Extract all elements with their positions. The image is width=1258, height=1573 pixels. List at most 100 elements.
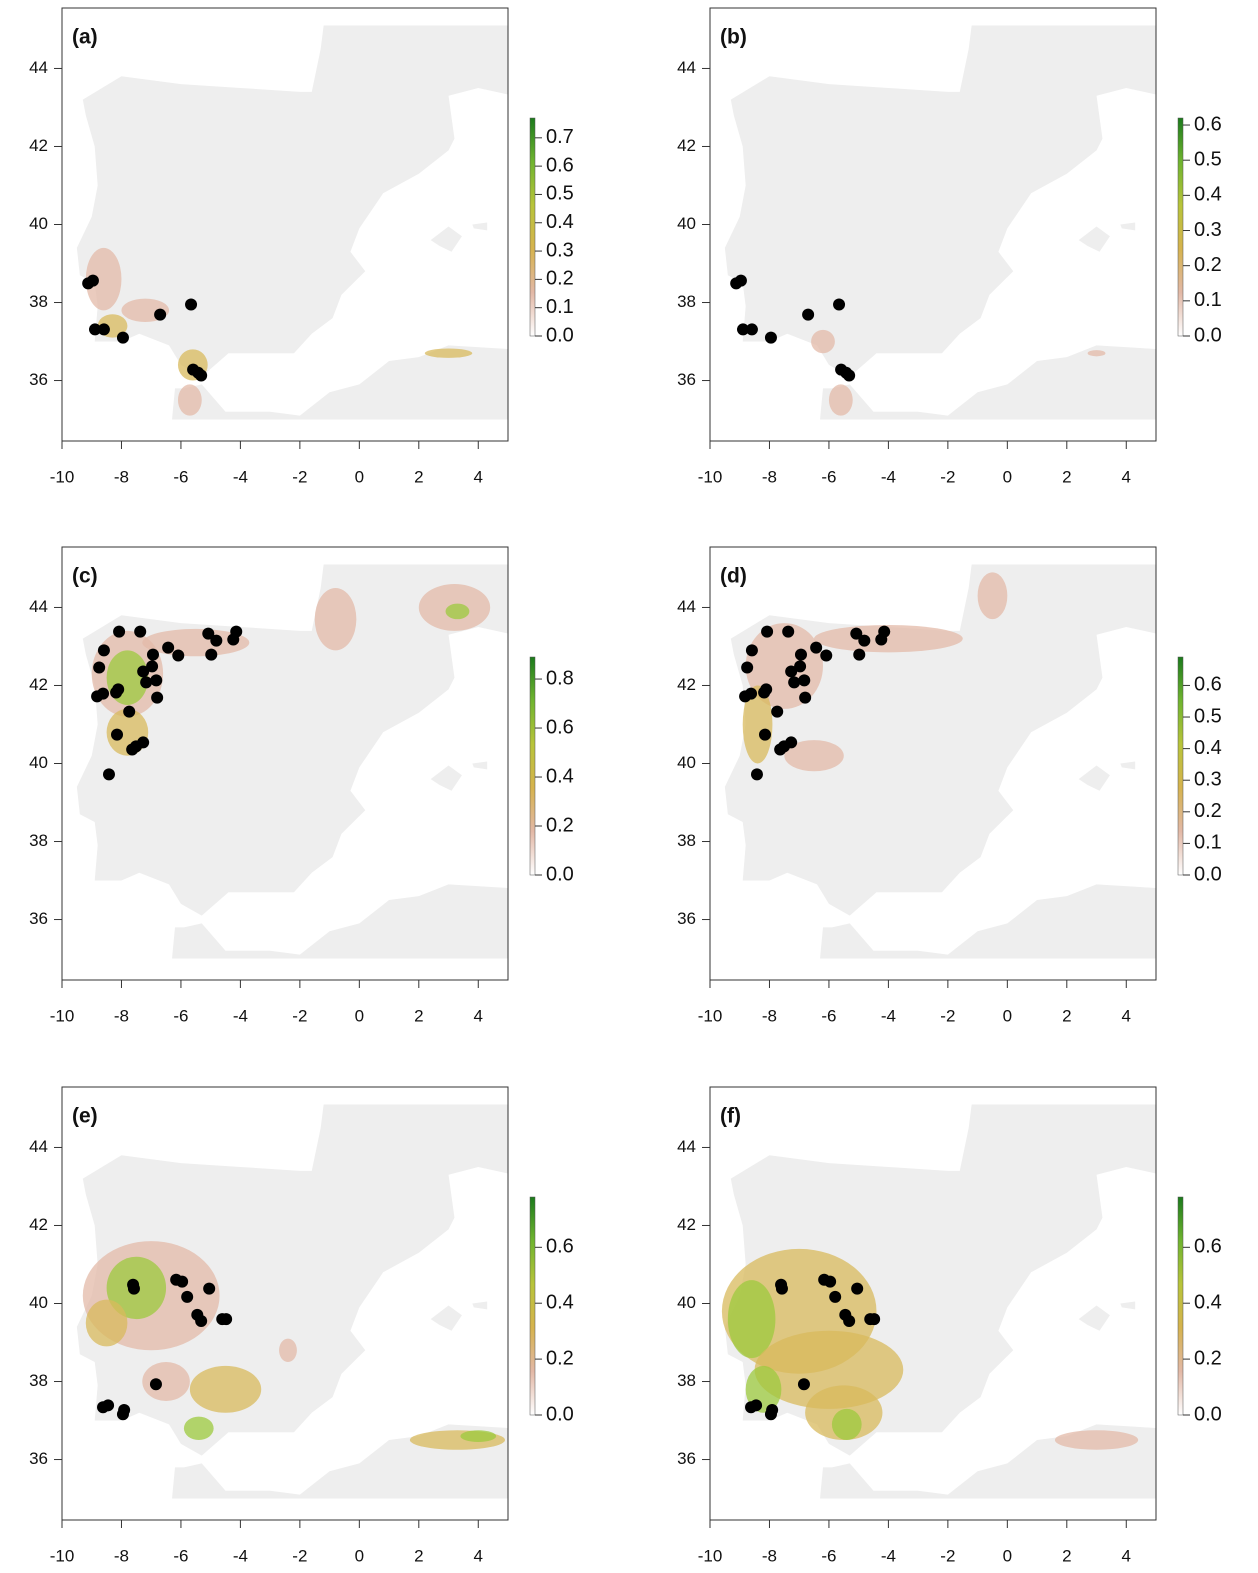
occurrence-point xyxy=(797,1378,810,1391)
colorbar-tick-label: 0.5 xyxy=(1194,148,1222,170)
occurrence-point xyxy=(102,768,115,781)
suitability-patch xyxy=(177,384,202,416)
occurrence-point xyxy=(878,625,891,638)
colorbar-tick-label: 0.0 xyxy=(1194,1403,1222,1425)
x-tick-label: -4 xyxy=(881,467,896,486)
y-tick-label: 40 xyxy=(29,753,48,772)
colorbar-tick-label: 0.6 xyxy=(1194,1236,1222,1258)
colorbar-tick-label: 0.2 xyxy=(1194,800,1222,822)
land xyxy=(472,1301,488,1310)
map-panel: (b) -10 -8 -6 -4 -2 0 2 4 36 38 40 42 44 0.0 0.1 0.2 0.3 0… xyxy=(677,7,1222,486)
occurrence-point xyxy=(775,1282,788,1295)
x-tick-label: 0 xyxy=(1003,1006,1012,1025)
map-area xyxy=(76,25,508,420)
occurrence-point xyxy=(93,661,106,674)
panel-label: (b) xyxy=(720,26,747,49)
occurrence-point xyxy=(761,625,774,638)
y-tick-label: 38 xyxy=(29,1371,48,1390)
occurrence-point xyxy=(750,1399,763,1412)
panel-label: (a) xyxy=(72,26,98,49)
map-area xyxy=(724,25,1156,420)
occurrence-point xyxy=(734,274,747,287)
land xyxy=(1078,1305,1110,1331)
x-tick-label: -2 xyxy=(292,1006,307,1025)
x-tick-label: -4 xyxy=(233,1546,248,1565)
occurrence-point xyxy=(123,705,136,718)
occurrence-point xyxy=(102,1399,115,1412)
map-panel: (f) -10 -8 -6 -4 -2 0 2 4 36 38 40 42 44 0.0 0.2 0.4 0.6 xyxy=(677,1086,1222,1565)
x-tick-label: 2 xyxy=(414,1006,423,1025)
occurrence-point xyxy=(140,676,153,689)
occurrence-point xyxy=(146,648,159,661)
suitability-patch xyxy=(445,603,470,620)
y-tick-label: 42 xyxy=(677,675,696,694)
colorbar-tick-label: 0.4 xyxy=(546,1291,574,1313)
occurrence-point xyxy=(771,705,784,718)
suitability-patch xyxy=(183,1416,214,1441)
y-tick-label: 36 xyxy=(677,909,696,928)
x-tick-label: -10 xyxy=(698,1006,723,1025)
panel-label: (e) xyxy=(72,1105,98,1128)
colorbar-tick-label: 0.4 xyxy=(1194,1291,1222,1313)
colorbar-tick-label: 0.0 xyxy=(546,863,574,885)
x-tick-label: -8 xyxy=(762,1546,777,1565)
x-tick-label: -6 xyxy=(173,1546,188,1565)
occurrence-point xyxy=(785,665,798,678)
colorbar-tick-label: 0.6 xyxy=(546,1236,574,1258)
y-tick-label: 36 xyxy=(29,370,48,389)
y-tick-label: 42 xyxy=(29,136,48,155)
occurrence-point xyxy=(149,1378,162,1391)
occurrence-point xyxy=(205,648,218,661)
suitability-patch xyxy=(85,1299,128,1347)
occurrence-point xyxy=(794,648,807,661)
land xyxy=(472,761,488,770)
occurrence-point xyxy=(810,641,823,654)
y-tick-label: 42 xyxy=(29,1215,48,1234)
x-tick-label: -2 xyxy=(292,1546,307,1565)
land xyxy=(1120,1301,1136,1310)
land xyxy=(172,345,508,420)
x-tick-label: -2 xyxy=(940,467,955,486)
x-tick-label: -6 xyxy=(173,1006,188,1025)
occurrence-point xyxy=(851,1282,864,1295)
occurrence-point xyxy=(820,649,833,662)
y-tick-label: 44 xyxy=(677,597,696,616)
occurrence-point xyxy=(745,644,758,657)
x-tick-label: -10 xyxy=(50,467,75,486)
colorbar-tick-label: 0.4 xyxy=(546,211,574,233)
occurrence-point xyxy=(97,323,110,336)
y-tick-label: 44 xyxy=(29,58,48,77)
suitability-patch xyxy=(828,384,853,416)
land xyxy=(1078,765,1110,791)
map-panel: (c) -10 -8 -6 -4 -2 0 2 4 36 38 40 42 44 0.0 0.2 0.4 0.6 0… xyxy=(29,546,574,1025)
occurrence-point xyxy=(833,298,846,311)
y-tick-label: 36 xyxy=(29,1449,48,1468)
occurrence-point xyxy=(824,1275,837,1288)
occurrence-point xyxy=(843,369,856,382)
y-tick-label: 44 xyxy=(29,597,48,616)
suitability-patch xyxy=(742,685,773,764)
x-tick-label: -8 xyxy=(114,467,129,486)
x-tick-label: 4 xyxy=(1122,1006,1131,1025)
occurrence-point xyxy=(97,687,110,700)
colorbar xyxy=(529,656,536,876)
map-area xyxy=(76,564,508,959)
x-tick-label: -6 xyxy=(173,467,188,486)
y-tick-label: 40 xyxy=(29,1293,48,1312)
colorbar-tick-label: 0.2 xyxy=(546,268,574,290)
y-tick-label: 44 xyxy=(29,1137,48,1156)
colorbar xyxy=(1177,656,1184,876)
x-tick-label: -4 xyxy=(881,1546,896,1565)
occurrence-point xyxy=(86,274,99,287)
x-tick-label: 0 xyxy=(355,1006,364,1025)
colorbar-tick-label: 0.0 xyxy=(1194,863,1222,885)
occurrence-point xyxy=(858,634,871,647)
map-area xyxy=(76,1104,508,1499)
x-tick-label: 0 xyxy=(1003,1546,1012,1565)
x-tick-label: 4 xyxy=(474,1006,483,1025)
occurrence-point xyxy=(111,728,124,741)
colorbar-tick-label: 0.4 xyxy=(1194,737,1222,759)
suitability-patch xyxy=(424,348,473,358)
